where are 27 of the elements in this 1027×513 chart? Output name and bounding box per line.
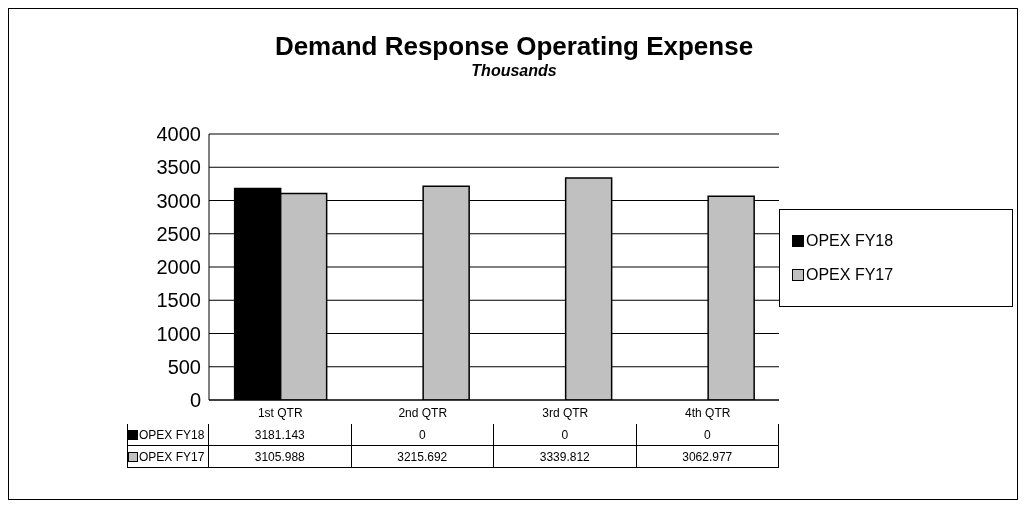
y-tick-label: 2500 bbox=[156, 222, 201, 245]
legend-label: OPEX FY17 bbox=[806, 266, 894, 284]
chart-title: Demand Response Operating Expense bbox=[273, 31, 755, 62]
x-tick-label: 4th QTR bbox=[685, 405, 731, 420]
legend-label: OPEX FY18 bbox=[139, 427, 205, 442]
y-tick-label: 3500 bbox=[156, 156, 201, 179]
data-label: 3215.692 bbox=[351, 446, 494, 468]
data-label: 3339.812 bbox=[494, 446, 637, 468]
text: OPEX FY17 bbox=[139, 449, 205, 464]
y-tick-label: 3000 bbox=[156, 189, 201, 212]
y-tick-label: 1000 bbox=[156, 322, 201, 345]
y-tick-label: 4000 bbox=[156, 123, 201, 146]
chart-subtitle: Thousands bbox=[470, 62, 558, 80]
data-label: 3181.143 bbox=[209, 424, 352, 446]
data-label: 0 bbox=[494, 424, 637, 446]
y-tick-label: 0 bbox=[189, 389, 201, 412]
y-tick-label: 2000 bbox=[156, 256, 201, 279]
x-tick-label: 1st QTR bbox=[257, 405, 303, 420]
x-tick-label: 3rd QTR bbox=[542, 405, 589, 420]
data-label: 0 bbox=[636, 424, 779, 446]
data-label: 3062.977 bbox=[636, 446, 779, 468]
y-tick-label: 500 bbox=[167, 355, 201, 378]
y-tick-label: 1500 bbox=[156, 289, 201, 312]
data-label: 0 bbox=[351, 424, 494, 446]
data-label: 3105.988 bbox=[209, 446, 352, 468]
x-tick-label: 2nd QTR bbox=[398, 405, 448, 420]
text: OPEX FY18 bbox=[806, 232, 894, 249]
